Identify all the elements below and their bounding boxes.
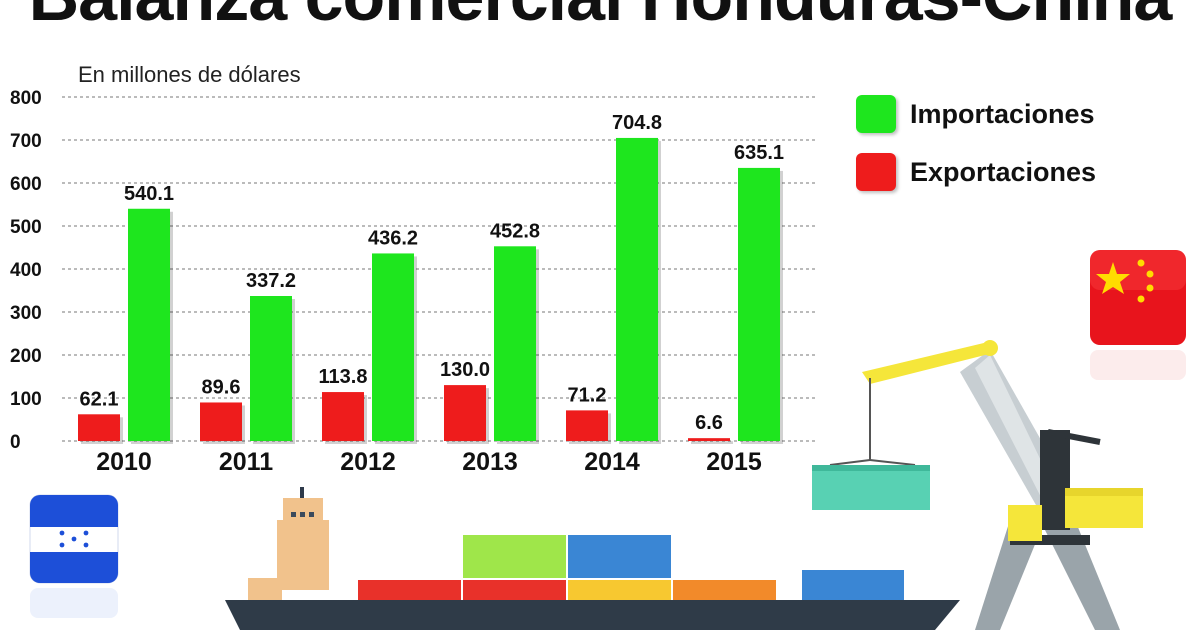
honduras-flag-icon bbox=[29, 494, 119, 618]
x-axis-ticks: 2010 2011 2012 2013 2014 2015 bbox=[96, 448, 762, 476]
bar-exports bbox=[78, 414, 120, 441]
bar-exports bbox=[444, 385, 486, 441]
bar-label-exports: 130.0 bbox=[440, 359, 490, 381]
bar-imports bbox=[128, 208, 170, 441]
x-tick-label: 2011 bbox=[219, 448, 273, 476]
bar-exports bbox=[688, 438, 730, 441]
y-tick-label: 600 bbox=[10, 174, 42, 195]
bar-exports bbox=[322, 392, 364, 441]
bar-imports bbox=[372, 253, 414, 441]
y-tick-label: 200 bbox=[10, 346, 42, 367]
bar-label-imports: 635.1 bbox=[734, 142, 784, 164]
y-tick-label: 800 bbox=[10, 88, 42, 109]
bar-label-imports: 337.2 bbox=[246, 270, 296, 292]
y-axis-subtitle: En millones de dólares bbox=[78, 62, 301, 87]
legend-item-imports: Importaciones bbox=[856, 94, 1096, 134]
bar-imports bbox=[494, 246, 536, 441]
bar-imports bbox=[250, 296, 292, 441]
y-tick-label: 0 bbox=[10, 432, 21, 453]
y-tick-label: 700 bbox=[10, 131, 42, 152]
y-tick-label: 100 bbox=[10, 389, 42, 410]
bar-label-imports: 452.8 bbox=[490, 220, 540, 242]
x-tick-label: 2015 bbox=[706, 448, 762, 476]
y-tick-label: 300 bbox=[10, 303, 42, 324]
bar-exports-shadow bbox=[691, 441, 733, 444]
y-axis-ticks: 0 100 200 300 400 500 600 700 800 bbox=[10, 88, 42, 453]
chart-title: Balanza comercial Honduras-China bbox=[0, 0, 1200, 36]
port-crane bbox=[812, 340, 1143, 630]
bars: 62.1 540.1 89.6 337.2 113.8 436.2 130.0 452.8 71… bbox=[78, 112, 784, 445]
legend: Importaciones Exportaciones bbox=[856, 94, 1096, 210]
legend-label-imports: Importaciones bbox=[910, 98, 1095, 129]
bar-label-exports: 113.8 bbox=[319, 366, 368, 388]
x-tick-label: 2013 bbox=[462, 448, 518, 476]
bar-label-exports: 89.6 bbox=[202, 376, 241, 398]
legend-swatch-exports bbox=[856, 153, 896, 191]
x-tick-label: 2012 bbox=[340, 448, 396, 476]
y-tick-label: 400 bbox=[10, 260, 42, 281]
cargo-ship bbox=[225, 487, 960, 630]
bar-label-imports: 540.1 bbox=[124, 183, 174, 205]
y-tick-label: 500 bbox=[10, 217, 42, 238]
bar-label-exports: 6.6 bbox=[695, 412, 723, 434]
x-tick-label: 2010 bbox=[96, 448, 152, 476]
bar-imports bbox=[616, 137, 658, 441]
bar-imports bbox=[738, 167, 780, 442]
legend-label-exports: Exportaciones bbox=[910, 156, 1097, 187]
china-flag-icon bbox=[1090, 250, 1186, 380]
bar-label-exports: 62.1 bbox=[80, 388, 119, 410]
x-tick-label: 2014 bbox=[584, 448, 640, 476]
bar-label-exports: 71.2 bbox=[568, 384, 607, 406]
bar-exports bbox=[566, 410, 608, 441]
bar-label-imports: 436.2 bbox=[368, 227, 418, 249]
legend-swatch-imports bbox=[856, 95, 896, 133]
legend-item-exports: Exportaciones bbox=[856, 152, 1096, 192]
bar-label-imports: 704.8 bbox=[612, 112, 662, 134]
bar-exports bbox=[200, 402, 242, 441]
